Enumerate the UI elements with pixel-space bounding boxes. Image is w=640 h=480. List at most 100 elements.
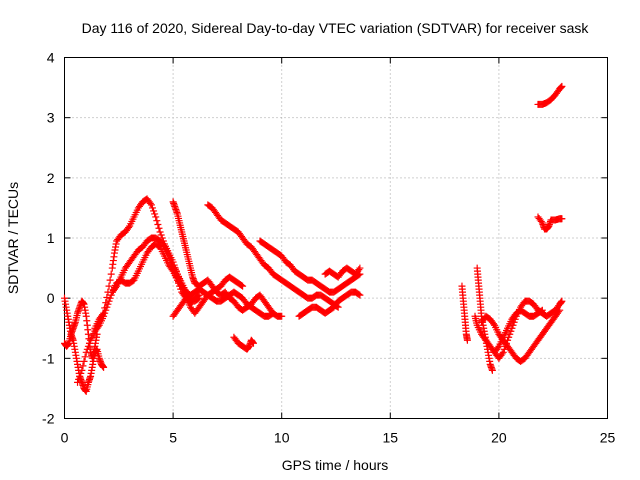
data-point (537, 217, 545, 225)
series-arc-09 (204, 201, 342, 311)
data-point (77, 369, 85, 377)
data-point (463, 336, 471, 344)
y-tick-label: 4 (47, 50, 55, 66)
series-arc-14 (458, 282, 471, 344)
tick-labels: 0 5 10 15 20 25 -2 -1 0 1 2 3 4 (42, 50, 615, 446)
data-point (356, 291, 364, 299)
data-point (268, 310, 276, 318)
series-arc-18 (491, 306, 546, 356)
data-point (507, 327, 515, 335)
data-point (195, 291, 203, 299)
data-point (112, 284, 120, 292)
data-point (105, 297, 113, 305)
data-point (173, 270, 181, 278)
series-arc-10 (256, 237, 364, 296)
x-axis-label: GPS time / hours (282, 457, 389, 473)
data-point (83, 345, 91, 353)
x-tick-label: 10 (274, 430, 290, 446)
data-point (178, 282, 186, 290)
data-point (153, 217, 161, 225)
series-arc-12 (321, 264, 364, 281)
data-point (177, 279, 185, 287)
data-point (155, 224, 163, 232)
data-point (100, 363, 108, 371)
data-point (148, 204, 156, 212)
data-point (488, 366, 496, 374)
series-arc-17 (478, 306, 564, 365)
y-tick-label: 2 (47, 170, 55, 186)
data-point (101, 304, 109, 312)
data-point (106, 294, 114, 302)
data-point (151, 210, 159, 218)
data-point (558, 297, 566, 305)
data-point (125, 223, 133, 231)
data-point (494, 344, 502, 352)
data-point (150, 207, 158, 215)
data-point (75, 375, 83, 383)
data-point (74, 378, 82, 386)
data-point (107, 291, 115, 299)
data-point (159, 242, 167, 250)
data-point (80, 357, 88, 365)
y-tick-label: 3 (47, 110, 55, 126)
data-point (355, 266, 363, 274)
data-point (105, 282, 113, 290)
data-point (82, 348, 90, 356)
data-point (249, 339, 257, 347)
y-tick-label: 1 (47, 230, 55, 246)
y-tick-label: -1 (42, 350, 55, 366)
y-tick-label: -2 (42, 411, 55, 427)
data-point (278, 312, 286, 320)
data-point (165, 252, 173, 260)
data-point (509, 321, 517, 329)
x-tick-label: 5 (169, 430, 177, 446)
data-point (157, 231, 165, 239)
data-point (558, 215, 566, 223)
data-point (356, 264, 364, 272)
data-point (499, 348, 507, 356)
y-tick-label: 0 (47, 290, 55, 306)
data-point (103, 293, 111, 301)
series-arc-13 (230, 333, 257, 353)
x-tick-label: 20 (491, 430, 507, 446)
series-arc-19 (534, 82, 566, 108)
series-arc-02 (61, 297, 101, 362)
data-point (154, 220, 162, 228)
data-point (146, 199, 154, 207)
data-point (107, 270, 115, 278)
data-point (175, 273, 183, 281)
data-point (85, 339, 93, 347)
data-points (61, 82, 566, 395)
data-point (156, 228, 164, 236)
data-point (558, 82, 566, 90)
axis-ticks (64, 57, 608, 419)
data-point (194, 292, 202, 300)
series-arc-08 (169, 285, 277, 320)
data-point (180, 288, 188, 296)
x-tick-label: 0 (61, 430, 69, 446)
y-axis-label: SDTVAR / TECUs (5, 182, 21, 294)
data-point (537, 307, 545, 315)
data-point (102, 299, 110, 307)
data-point (147, 201, 155, 209)
data-point (269, 309, 277, 317)
data-point (81, 353, 89, 361)
data-point (100, 309, 108, 317)
series-arc-11 (295, 288, 364, 320)
data-point (498, 350, 506, 358)
data-point (84, 342, 92, 350)
data-point (489, 320, 497, 328)
data-point (176, 276, 184, 284)
data-point (239, 282, 247, 290)
data-point (538, 306, 546, 314)
data-point (179, 285, 187, 293)
data-point (79, 362, 87, 370)
chart-title: Day 116 of 2020, Sidereal Day-to-day VTE… (82, 20, 590, 36)
data-point (152, 213, 160, 221)
data-point (506, 330, 514, 338)
data-point (78, 366, 86, 374)
data-point (355, 290, 363, 298)
data-point (166, 255, 174, 263)
